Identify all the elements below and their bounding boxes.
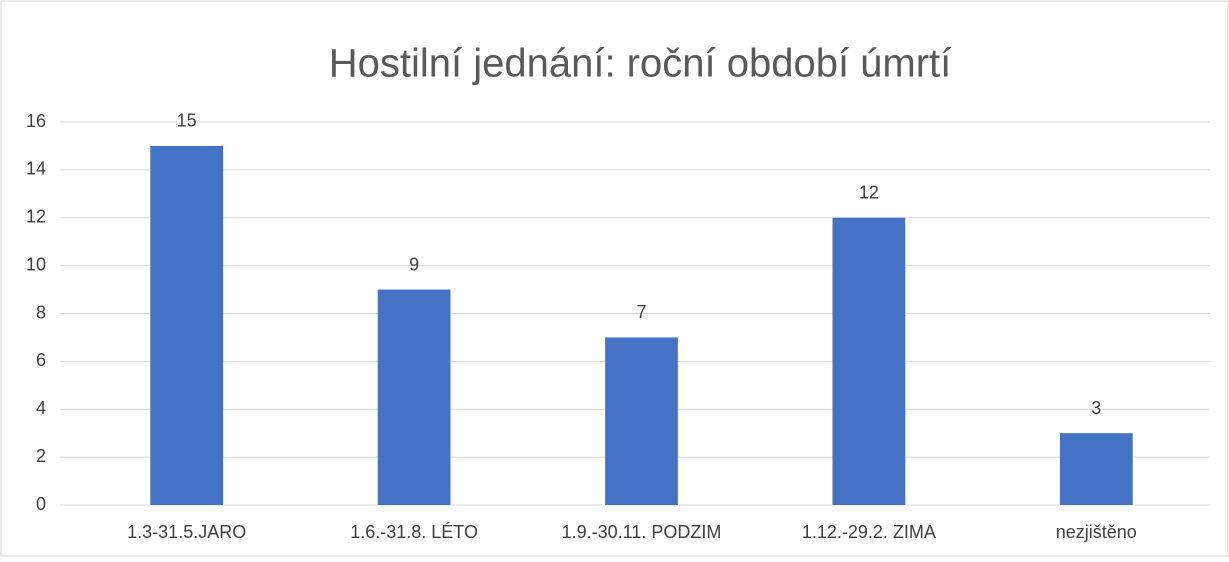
y-tick-label: 6 <box>36 350 46 370</box>
chart-title: Hostilní jednání: roční období úmrtí <box>329 42 952 86</box>
y-tick-label: 4 <box>36 398 46 418</box>
bar <box>377 289 451 505</box>
y-tick-label: 0 <box>36 494 46 514</box>
data-label: 12 <box>859 183 879 203</box>
x-tick-label: 1.9.-30.11. PODZIM <box>562 522 722 542</box>
bar <box>1059 433 1133 505</box>
data-label: 9 <box>409 254 419 274</box>
bar <box>150 145 224 505</box>
y-tick-label: 10 <box>26 254 46 274</box>
x-tick-label: 1.12.-29.2. ZIMA <box>802 522 936 542</box>
bar <box>605 337 678 505</box>
data-label: 3 <box>1091 398 1101 418</box>
y-tick-label: 14 <box>26 159 46 179</box>
x-tick-label: 1.3-31.5.JARO <box>127 522 246 542</box>
y-tick-label: 16 <box>26 111 46 131</box>
x-tick-label: 1.6.-31.8. LÉTO <box>350 522 478 542</box>
x-tick-label: nezjištěno <box>1056 522 1137 542</box>
data-label: 15 <box>177 111 197 131</box>
data-label: 7 <box>636 302 646 322</box>
y-tick-label: 12 <box>26 207 46 227</box>
bar <box>832 217 906 505</box>
y-tick-label: 8 <box>36 302 46 322</box>
y-tick-label: 2 <box>36 446 46 466</box>
